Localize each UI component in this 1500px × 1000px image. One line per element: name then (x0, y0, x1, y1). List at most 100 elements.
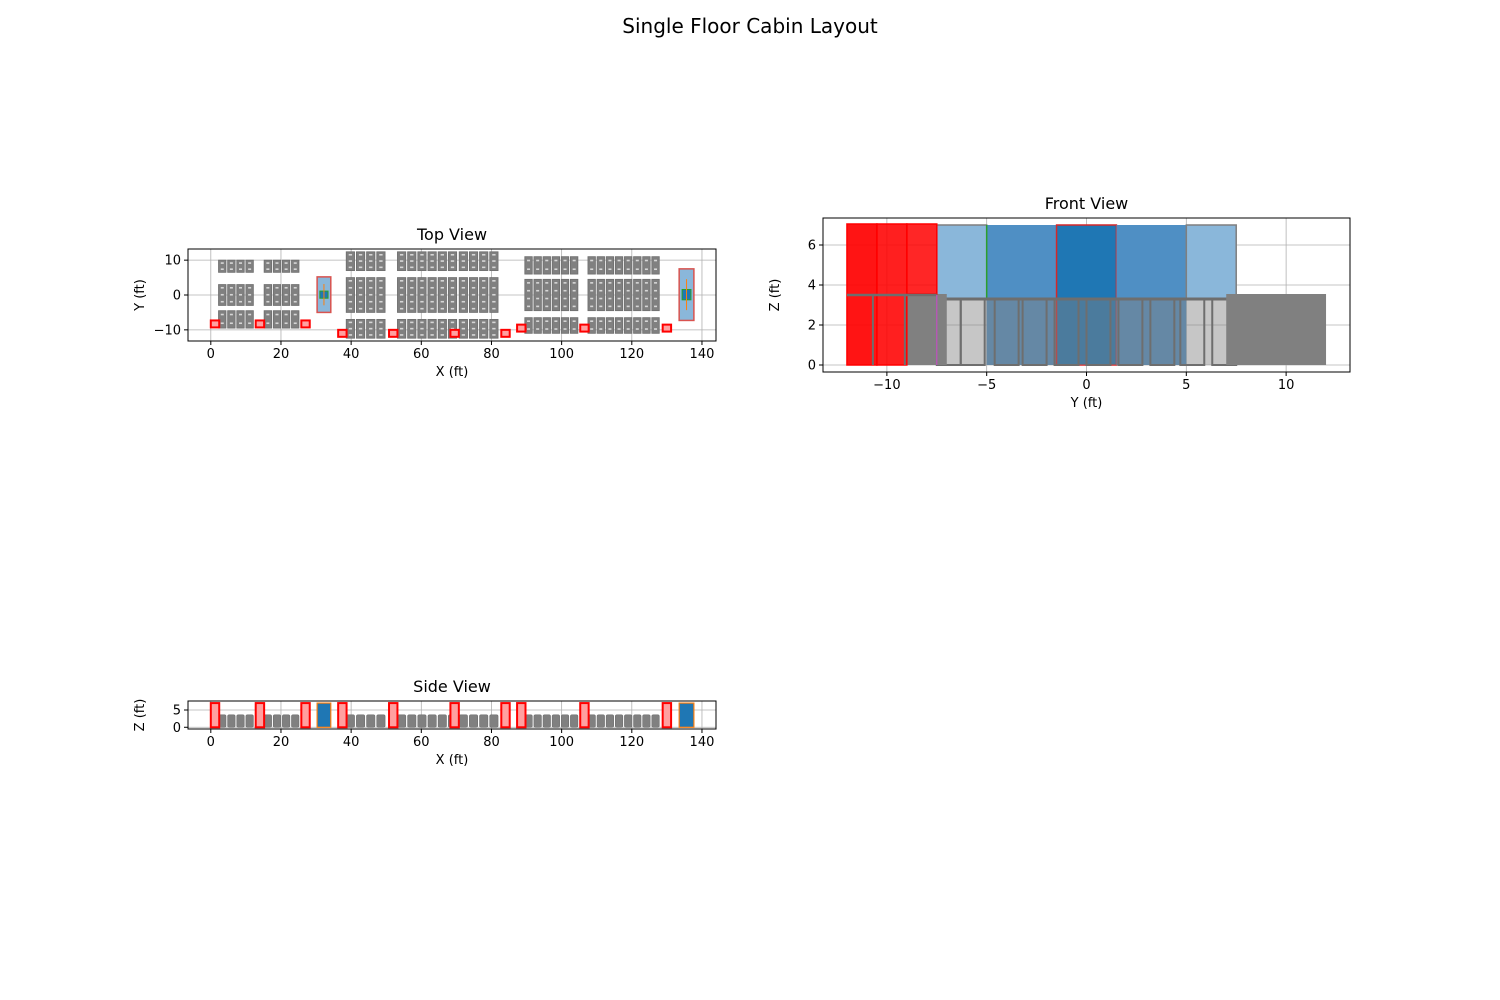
top-seat-mark (554, 305, 558, 308)
top-seat-mark (599, 282, 603, 284)
top-seat-column (524, 256, 533, 275)
top-seat-mark (348, 266, 353, 269)
top-seat-mark (644, 282, 648, 284)
top-seat-mark (266, 313, 270, 316)
front-y-tick-label: 2 (808, 319, 816, 334)
top-seat-mark (284, 268, 288, 270)
top-seat-mark (420, 300, 424, 303)
side-door (337, 702, 348, 729)
top-seat-mark (471, 253, 476, 256)
top-seat-mark (608, 289, 612, 292)
top-seat-mark (379, 266, 383, 269)
top-seat-mark (617, 305, 621, 308)
top-seat-column (551, 278, 561, 312)
top-seat-column (272, 259, 282, 273)
front-x-tick-label: 0 (1082, 378, 1090, 393)
top-seat-mark (358, 293, 363, 296)
top-seat-mark (527, 297, 531, 300)
side-seat (624, 714, 633, 728)
side-door (254, 702, 266, 729)
top-seat-mark (358, 286, 363, 289)
top-seat-mark (626, 259, 630, 262)
top-seat-mark (617, 268, 621, 271)
top-seat-mark (482, 334, 486, 336)
front-x-tick-label: 5 (1182, 378, 1190, 393)
top-seat-mark (608, 268, 612, 271)
top-seat-mark (635, 268, 639, 271)
front-x-tick-label: 10 (1278, 378, 1295, 393)
top-seat-mark (248, 293, 252, 296)
top-seat-mark (536, 268, 540, 271)
top-seat-column (533, 256, 542, 275)
top-seat-mark (450, 260, 455, 262)
top-seat-mark (369, 280, 373, 282)
top-seat-mark (608, 282, 612, 284)
top-seat-mark (482, 286, 486, 289)
side-seat (469, 714, 479, 728)
top-seat-column (624, 256, 633, 275)
top-seat-mark (239, 286, 243, 289)
top-seat-mark (430, 253, 434, 256)
top-seat-column (542, 317, 551, 334)
top-seat-mark (348, 293, 353, 296)
top-seat-mark (527, 305, 531, 308)
top-seat-mark (635, 297, 639, 300)
top-seat-column (533, 317, 542, 334)
top-seat-mark (220, 262, 224, 264)
top-seat-mark (461, 334, 466, 336)
side-seat (356, 714, 366, 728)
top-seat-column (272, 310, 282, 329)
top-seat-mark (229, 262, 233, 264)
side-seat (427, 714, 437, 728)
side-title: Side View (413, 677, 491, 696)
top-x-tick-label: 40 (343, 347, 360, 362)
top-seat-mark (220, 286, 224, 289)
top-seat-mark (461, 327, 466, 330)
side-seat (437, 714, 447, 728)
top-x-tick-label: 140 (690, 347, 715, 362)
top-seat-mark (220, 268, 224, 270)
top-y-tick-label: −10 (154, 323, 181, 338)
top-seat-mark (654, 305, 658, 308)
top-seat-mark (420, 327, 424, 330)
top-seat-mark (229, 300, 233, 303)
top-seat-mark (220, 322, 224, 325)
top-seat-mark (590, 328, 594, 330)
top-seat-mark (430, 321, 434, 324)
top-seat-mark (608, 259, 612, 262)
top-seat-mark (420, 321, 424, 324)
top-seat-mark (369, 286, 373, 289)
top-seat-mark (482, 280, 486, 282)
top-seat-mark (284, 300, 288, 303)
top-seat-mark (248, 300, 252, 303)
top-seat-mark (369, 300, 373, 303)
top-seat-column (245, 310, 254, 329)
top-seat-mark (644, 268, 648, 271)
top-seat-mark (635, 282, 639, 284)
side-seat (458, 714, 468, 728)
top-seat-mark (420, 307, 424, 310)
top-x-tick-label: 0 (207, 347, 215, 362)
top-seat-mark (554, 289, 558, 292)
top-seat-mark (450, 307, 455, 310)
top-door (500, 328, 511, 338)
side-seat (417, 714, 427, 728)
top-seat-mark (420, 334, 424, 336)
top-seat-mark (635, 289, 639, 292)
top-seat-mark (410, 327, 414, 330)
top-seat-mark (399, 293, 404, 296)
top-seat-mark (471, 280, 476, 282)
top-seat-mark (492, 293, 496, 296)
top-seat-mark (545, 305, 549, 308)
top-seat-mark (545, 328, 549, 330)
top-seat-mark (399, 260, 404, 262)
top-door (254, 319, 266, 329)
top-seat-mark (590, 282, 594, 284)
top-seat-mark (644, 297, 648, 300)
top-seat-mark (471, 327, 476, 330)
top-seat-mark (399, 280, 404, 282)
top-seat-mark (440, 253, 444, 256)
top-seat-mark (471, 260, 476, 262)
top-seat-mark (379, 321, 383, 324)
top-seat-mark (482, 260, 486, 262)
